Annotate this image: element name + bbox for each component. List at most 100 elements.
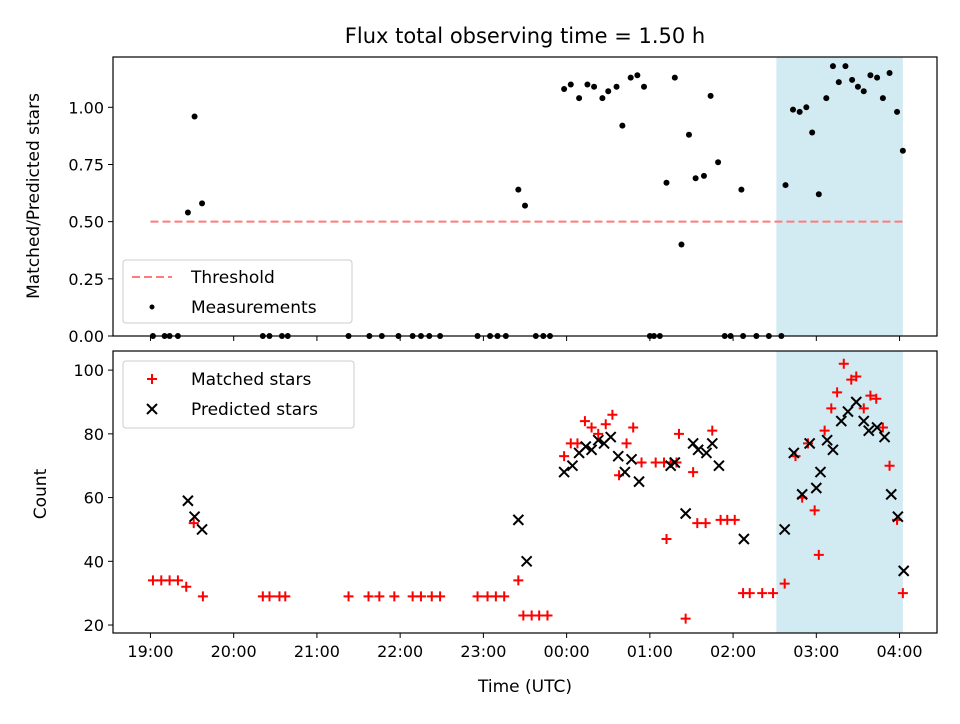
measurement-point [886,70,893,77]
measurement-point [191,113,198,120]
predicted-star-point [669,456,681,469]
matched-star-point [621,438,632,449]
predicted-star-point [713,460,725,472]
measurement-point [522,202,528,209]
measurement-point [692,175,699,182]
measurement-point [685,131,692,138]
predicted-star-point [566,460,579,472]
measurement-point [715,159,722,166]
predicted-star-point [512,514,525,526]
x-tick-label: 01:00 [627,642,673,661]
matched-star-point [838,358,849,369]
measurement-point [874,74,881,81]
legend-measurements-swatch [149,304,155,310]
measurement-point [879,95,886,102]
bottom-y-tick-label: 60 [84,489,104,508]
measurement-point [605,88,612,95]
measurement-point [584,81,591,88]
matched-star-point [744,588,755,599]
matched-star-point [865,390,876,401]
x-tick-label: 19:00 [127,642,173,661]
predicted-star-point [814,466,827,478]
predicted-star-point [182,495,194,507]
matched-star-point [343,591,354,602]
legend-matched-label: Matched stars [191,370,311,390]
chart-title: Flux total observing time = 1.50 h [345,24,705,48]
matched-star-point [172,575,183,586]
measurement-point [561,86,568,93]
x-tick-label: 03:00 [793,642,839,661]
predicted-star-point [580,440,592,453]
matched-star-point [809,505,820,516]
predicted-star-point [803,437,816,450]
matched-star-point [729,514,740,525]
matched-star-point [707,425,718,436]
measurement-point [842,63,849,70]
top-y-tick-label: 0.00 [68,327,104,346]
measurement-point [576,95,583,102]
predicted-star-point [835,415,847,427]
matched-star-point [871,393,882,404]
predicted-star-point [878,431,891,443]
predicted-star-point [827,444,839,456]
x-tick-label: 21:00 [294,642,340,661]
matched-star-point [802,438,813,449]
predicted-star-point [706,437,718,450]
measurement-point [782,182,789,189]
measurement-point [634,72,641,79]
matched-star-point [363,591,374,602]
matched-star-point [819,425,830,436]
matched-star-point [188,518,199,529]
top-y-tick-label: 1.00 [68,98,104,117]
measurement-point [854,83,861,90]
measurement-point [860,88,867,95]
measurement-point [790,106,797,113]
measurement-point [567,81,574,88]
bottom-highlight-span [776,351,903,633]
measurement-point [803,104,810,111]
top-y-axis-label: Matched/Predicted stars [24,93,44,299]
measurement-point [829,63,836,70]
measurement-point [738,186,745,193]
measurement-point [619,122,626,129]
predicted-star-point [788,447,800,459]
matched-star-point [790,451,801,462]
measurement-point [815,191,822,198]
matched-star-point [877,422,888,433]
matched-star-point [542,610,553,621]
predicted-star-point [692,444,704,456]
matched-star-point [389,591,400,602]
measurement-point [823,95,830,102]
measurement-point [894,108,901,115]
matched-star-point [586,422,597,433]
measurement-point [663,179,670,186]
x-tick-label: 04:00 [876,642,922,661]
predicted-star-point [585,444,598,456]
measurement-point [899,147,906,154]
predicted-star-point [858,415,870,427]
predicted-star-point [633,475,645,488]
matched-star-point [661,534,672,544]
matched-star-point [858,403,869,414]
predicted-star-point [863,424,875,437]
measurement-point [199,200,206,207]
measurement-point [835,79,842,86]
predicted-star-point [885,488,897,501]
x-tick-label: 00:00 [544,642,590,661]
matched-star-point [181,581,192,592]
matched-star-point [688,467,699,478]
bottom-legend-box [122,360,355,429]
matched-star-point [435,591,446,602]
legend-predicted-label: Predicted stars [191,400,318,420]
matched-star-point [680,613,691,624]
measurement-point [796,108,803,115]
measurement-point [591,83,598,90]
matched-star-point [700,518,711,529]
measurement-point [809,129,816,136]
matched-star-point [607,409,618,420]
measurement-point [678,241,685,248]
matched-star-point [559,451,570,462]
matched-star-point [832,387,843,398]
predicted-star-point [810,482,823,494]
predicted-star-point [619,466,631,478]
